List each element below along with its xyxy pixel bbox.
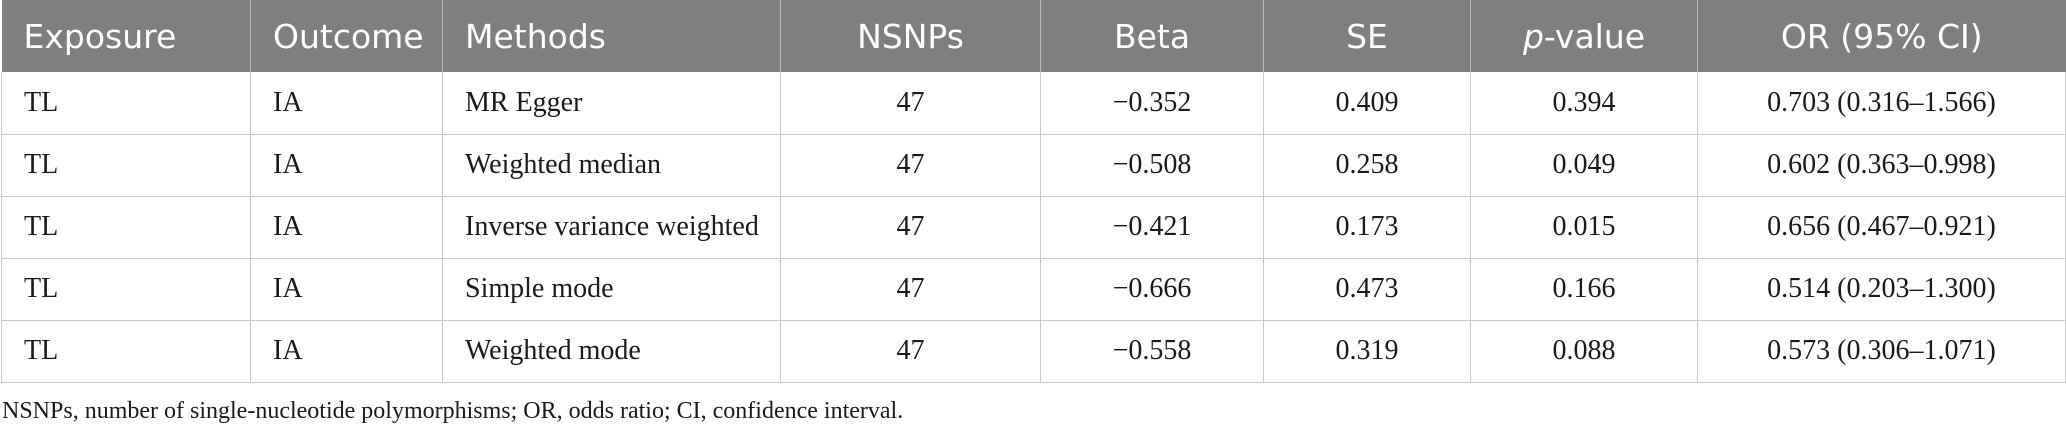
header-or: OR (95% CI) — [1697, 0, 2066, 72]
mr-results-table: Exposure Outcome Methods NSNPs Beta SE p… — [1, 0, 2066, 383]
cell-exposure: TL — [1, 72, 251, 135]
cell-or: 0.602 (0.363–0.998) — [1697, 134, 2066, 197]
header-outcome: Outcome — [250, 0, 443, 72]
cell-nsnps: 47 — [780, 134, 1041, 197]
cell-beta: −0.352 — [1040, 72, 1264, 135]
header-p-italic: p — [1522, 16, 1544, 56]
cell-exposure: TL — [1, 258, 251, 321]
cell-outcome: IA — [250, 320, 443, 383]
cell-beta: −0.508 — [1040, 134, 1264, 197]
table-row: TL IA Weighted median 47 −0.508 0.258 0.… — [1, 134, 2066, 197]
cell-se: 0.473 — [1263, 258, 1471, 321]
cell-or: 0.656 (0.467–0.921) — [1697, 196, 2066, 259]
table-row: TL IA MR Egger 47 −0.352 0.409 0.394 0.7… — [1, 72, 2066, 135]
cell-method: Simple mode — [442, 258, 781, 321]
cell-nsnps: 47 — [780, 320, 1041, 383]
cell-method: Inverse variance weighted — [442, 196, 781, 259]
cell-nsnps: 47 — [780, 196, 1041, 259]
cell-outcome: IA — [250, 134, 443, 197]
cell-outcome: IA — [250, 258, 443, 321]
cell-or: 0.514 (0.203–1.300) — [1697, 258, 2066, 321]
cell-p-value: 0.049 — [1470, 134, 1698, 197]
cell-beta: −0.666 — [1040, 258, 1264, 321]
cell-outcome: IA — [250, 196, 443, 259]
cell-p-value: 0.015 — [1470, 196, 1698, 259]
header-se: SE — [1263, 0, 1471, 72]
cell-p-value: 0.394 — [1470, 72, 1698, 135]
table-row: TL IA Inverse variance weighted 47 −0.42… — [1, 196, 2066, 259]
cell-method: MR Egger — [442, 72, 781, 135]
results-table-container: Exposure Outcome Methods NSNPs Beta SE p… — [1, 0, 2066, 383]
cell-exposure: TL — [1, 134, 251, 197]
cell-method: Weighted mode — [442, 320, 781, 383]
cell-beta: −0.421 — [1040, 196, 1264, 259]
table-row: TL IA Simple mode 47 −0.666 0.473 0.166 … — [1, 258, 2066, 321]
table-row: TL IA Weighted mode 47 −0.558 0.319 0.08… — [1, 320, 2066, 383]
table-footnote: NSNPs, number of single-nucleotide polym… — [2, 398, 904, 424]
header-nsnps: NSNPs — [780, 0, 1041, 72]
cell-p-value: 0.166 — [1470, 258, 1698, 321]
header-row: Exposure Outcome Methods NSNPs Beta SE p… — [1, 0, 2066, 72]
header-exposure: Exposure — [1, 0, 251, 72]
cell-outcome: IA — [250, 72, 443, 135]
cell-method: Weighted median — [442, 134, 781, 197]
cell-exposure: TL — [1, 196, 251, 259]
header-p-value: p-value — [1470, 0, 1698, 72]
cell-or: 0.573 (0.306–1.071) — [1697, 320, 2066, 383]
cell-exposure: TL — [1, 320, 251, 383]
cell-se: 0.319 — [1263, 320, 1471, 383]
header-p-rest: -value — [1543, 16, 1646, 56]
cell-nsnps: 47 — [780, 72, 1041, 135]
cell-beta: −0.558 — [1040, 320, 1264, 383]
header-methods: Methods — [442, 0, 781, 72]
cell-se: 0.409 — [1263, 72, 1471, 135]
cell-p-value: 0.088 — [1470, 320, 1698, 383]
cell-nsnps: 47 — [780, 258, 1041, 321]
header-beta: Beta — [1040, 0, 1264, 72]
cell-se: 0.258 — [1263, 134, 1471, 197]
cell-se: 0.173 — [1263, 196, 1471, 259]
cell-or: 0.703 (0.316–1.566) — [1697, 72, 2066, 135]
